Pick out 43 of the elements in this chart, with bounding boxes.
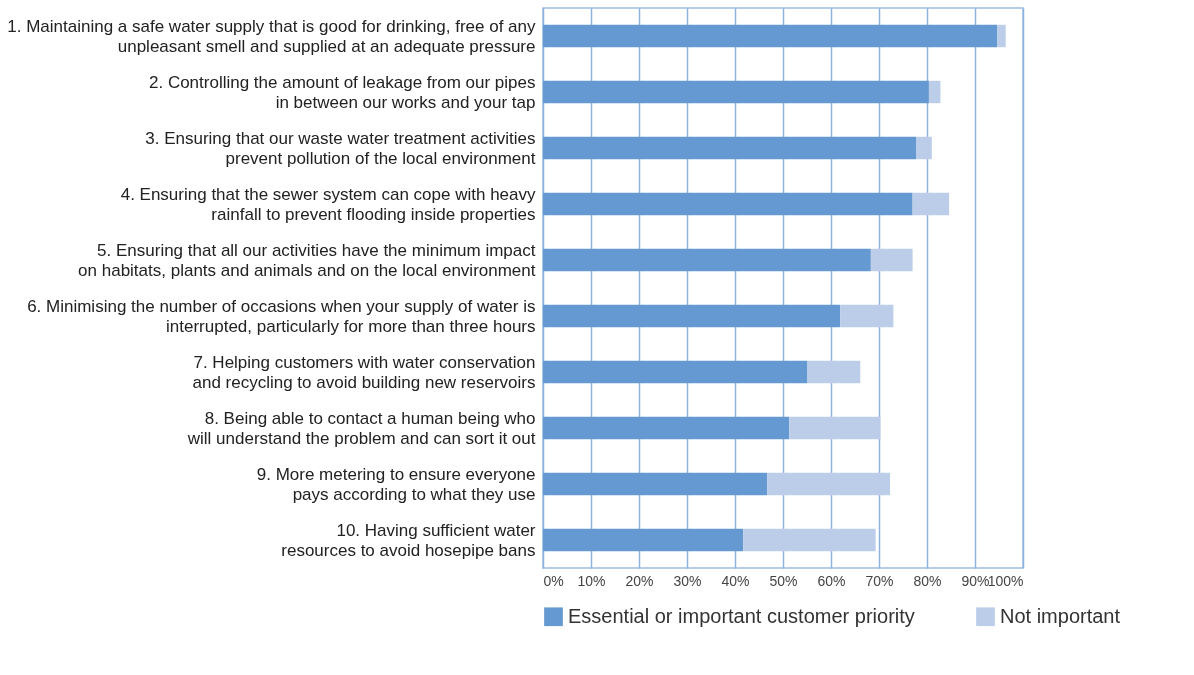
bar	[743, 528, 876, 552]
y-tick-label: 6. Minimising the number of occasions when your supply of water is interrupted, particularly for more than three hours	[27, 297, 536, 336]
x-tick-label: 60%	[817, 572, 846, 589]
bar	[543, 24, 998, 48]
x-tick-label: 40%	[721, 572, 750, 589]
bar	[543, 416, 790, 440]
y-tick-label: 8. Being able to contact a human being who will understand the problem and can sort it out	[186, 409, 536, 448]
bar	[543, 248, 871, 272]
bar	[543, 192, 913, 216]
bar	[928, 80, 941, 104]
bar	[543, 304, 841, 328]
y-tick-label: 3. Ensuring that our waste water treatment activities prevent pollution of the local environment	[145, 129, 536, 168]
bar	[789, 416, 881, 440]
y-tick-label: 1. Maintaining a safe water supply that is good for drinking, free of any unpleasant smell and supplied at an adequate pressure	[7, 17, 536, 56]
x-tick-label: 100%	[987, 572, 1024, 589]
y-tick-label: 9. More metering to ensure everyone pays according to what they use	[256, 465, 536, 504]
bar	[870, 248, 913, 272]
x-tick-label: 90%	[961, 572, 990, 589]
y-tick-label: 10. Having sufficient water resources to avoid hosepipe bans	[281, 521, 536, 560]
x-tick-label: 50%	[769, 572, 798, 589]
bar	[840, 304, 894, 328]
bar	[807, 360, 861, 384]
legend-label: Essential or important customer priority	[568, 604, 915, 627]
bar	[767, 472, 891, 496]
bar	[916, 136, 932, 160]
bar	[543, 360, 808, 384]
bar	[912, 192, 950, 216]
x-tick-label: 10%	[577, 572, 606, 589]
y-tick-label: 5. Ensuring that all our activities have the minimum impact on habitats, plants and animals and on the local environment	[78, 241, 536, 280]
bar	[543, 528, 744, 552]
legend-label: Not important	[1000, 604, 1121, 627]
x-tick-label: 80%	[913, 572, 942, 589]
x-tick-label: 70%	[865, 572, 894, 589]
y-tick-label: 4. Ensuring that the sewer system can cope with heavy rainfall to prevent flooding inside properties	[120, 185, 536, 224]
bar	[997, 24, 1006, 48]
x-tick-label: 20%	[625, 572, 654, 589]
bar	[543, 472, 768, 496]
x-tick-label: 30%	[673, 572, 702, 589]
y-tick-label: 7. Helping customers with water conservation and recycling to avoid building new reservoirs	[192, 353, 536, 392]
bar	[543, 136, 917, 160]
bar	[543, 80, 929, 104]
y-tick-label: 2. Controlling the amount of leakage from our pipes in between our works and your tap	[148, 73, 536, 112]
x-tick-label: 0%	[543, 572, 564, 589]
